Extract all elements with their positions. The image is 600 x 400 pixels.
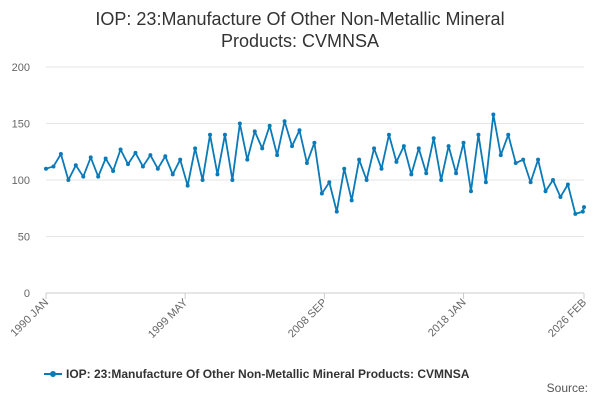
data-point [58, 152, 63, 157]
data-point [148, 153, 153, 158]
data-point [550, 178, 555, 182]
data-point [193, 146, 198, 151]
data-point [409, 172, 414, 177]
data-point [126, 162, 131, 167]
data-point [96, 174, 101, 179]
data-point [521, 157, 526, 162]
y-axis: 0 50 100 150 200 [12, 62, 30, 300]
data-point [543, 189, 548, 194]
data-point [357, 157, 362, 162]
data-point [51, 164, 56, 169]
data-point [73, 163, 78, 168]
data-point [528, 180, 533, 185]
data-point [491, 112, 496, 117]
data-point [483, 180, 488, 185]
data-point [245, 157, 250, 162]
data-point [312, 140, 317, 145]
series-line [45, 113, 585, 215]
x-tick-label: 2008 SEP [286, 297, 330, 341]
data-point [88, 155, 93, 160]
data-point [133, 150, 138, 155]
data-point [424, 171, 429, 176]
chart-title: IOP: 23:Manufacture Of Other Non-Metalli… [0, 8, 600, 52]
data-point [111, 168, 116, 173]
data-point [454, 171, 459, 176]
plot-area [44, 112, 586, 216]
data-point [431, 136, 436, 141]
data-point [200, 178, 205, 182]
data-point [416, 146, 421, 151]
legend[interactable]: IOP: 23:Manufacture Of Other Non-Metalli… [44, 367, 469, 381]
legend-series-marker-icon [44, 369, 62, 379]
data-point [140, 164, 145, 169]
data-point [379, 166, 384, 171]
data-point [81, 174, 86, 179]
data-point [372, 146, 377, 151]
data-point [163, 154, 168, 159]
data-point [394, 159, 399, 164]
data-point [513, 161, 518, 166]
data-point [155, 166, 160, 171]
gridlines [46, 66, 584, 294]
x-tick-label: 1999 MAY [146, 296, 191, 341]
data-point [401, 144, 406, 149]
data-point [178, 157, 183, 162]
chart-title-line-2: Products: CVMNSA [220, 31, 380, 51]
data-point [66, 178, 71, 182]
data-point [275, 153, 280, 158]
data-point [230, 178, 235, 182]
data-point [446, 144, 451, 149]
x-axis: 1990 JAN 1999 MAY 2008 SEP 2018 JAN 2026 FEB [8, 293, 589, 341]
source-label: Source: [546, 381, 588, 395]
x-tick-label: 2026 FEB [546, 297, 589, 340]
data-point [170, 172, 175, 177]
data-point [349, 198, 354, 203]
y-tick-label: 150 [12, 119, 30, 131]
data-point [565, 182, 570, 187]
legend-series-label: IOP: 23:Manufacture Of Other Non-Metalli… [66, 367, 470, 381]
data-point [290, 144, 295, 149]
data-point [222, 132, 227, 137]
chart-title-line-1: IOP: 23:Manufacture Of Other Non-Metalli… [95, 9, 505, 29]
data-point [319, 191, 324, 196]
y-tick-label: 0 [24, 288, 30, 300]
data-point [476, 132, 481, 137]
y-tick-label: 200 [12, 62, 30, 74]
y-tick-label: 50 [18, 232, 30, 244]
data-point [558, 194, 563, 199]
data-point [498, 153, 503, 158]
data-point [304, 161, 309, 166]
data-point [342, 166, 347, 171]
data-point [297, 128, 302, 133]
data-point [208, 132, 213, 137]
data-point [573, 211, 578, 216]
data-point [582, 205, 586, 210]
data-point [215, 172, 220, 177]
data-point [103, 156, 108, 161]
x-tick-label: 2018 JAN [426, 297, 469, 340]
data-point [468, 189, 473, 194]
y-tick-label: 100 [12, 175, 30, 187]
data-point [386, 132, 391, 137]
data-point [185, 183, 190, 188]
data-point [506, 132, 511, 137]
data-point [118, 147, 123, 152]
data-point [267, 123, 272, 128]
data-point [252, 129, 257, 134]
data-point [237, 121, 242, 126]
data-point [580, 209, 585, 214]
data-point [439, 178, 444, 182]
data-point [334, 209, 339, 214]
data-point [461, 140, 466, 145]
data-point [44, 166, 48, 171]
x-tick-label: 1990 JAN [8, 297, 51, 340]
data-point [260, 146, 265, 151]
data-point [282, 119, 287, 124]
data-point [327, 180, 332, 185]
data-point [364, 178, 369, 182]
data-point [536, 157, 541, 162]
